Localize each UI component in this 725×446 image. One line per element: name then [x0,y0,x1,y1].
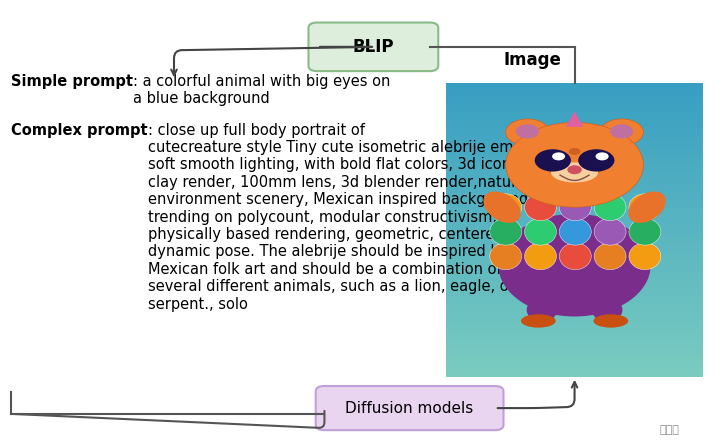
Text: : a colorful animal with big eyes on
a blue background: : a colorful animal with big eyes on a b… [133,74,390,106]
Ellipse shape [629,194,660,221]
Bar [446,134,703,141]
Bar [446,318,703,326]
Ellipse shape [524,194,557,221]
Ellipse shape [490,219,522,245]
Circle shape [610,124,634,139]
Ellipse shape [560,194,592,221]
Bar [446,112,703,120]
Bar [446,296,703,303]
Ellipse shape [594,243,626,270]
Bar [446,223,703,230]
Bar [446,333,703,340]
Circle shape [567,165,581,174]
Ellipse shape [524,219,557,245]
Circle shape [568,148,580,155]
Bar [446,127,703,134]
Ellipse shape [490,243,522,270]
Circle shape [583,157,594,164]
Ellipse shape [629,243,660,270]
Bar [446,200,703,208]
Bar [446,289,703,296]
Circle shape [596,153,609,161]
Ellipse shape [629,219,660,245]
Ellipse shape [592,297,622,322]
Bar [446,259,703,267]
Bar [446,230,703,237]
Bar [446,97,703,105]
Bar [446,90,703,97]
Bar [446,178,703,186]
Bar [446,310,703,318]
Ellipse shape [594,194,626,221]
Ellipse shape [484,191,521,223]
Ellipse shape [594,219,626,245]
Ellipse shape [521,314,556,328]
Ellipse shape [551,162,598,182]
Bar [446,215,703,222]
Circle shape [534,149,571,172]
Circle shape [547,166,558,173]
Text: Complex prompt: Complex prompt [11,123,147,138]
FancyBboxPatch shape [309,22,438,71]
Bar [446,266,703,274]
Text: Diffusion models: Diffusion models [346,401,473,416]
Ellipse shape [593,314,628,328]
Text: 新智元: 新智元 [660,425,679,435]
Ellipse shape [560,243,592,270]
Bar [446,369,703,377]
Text: BLIP: BLIP [352,38,394,56]
Bar [446,244,703,252]
Circle shape [554,157,566,164]
Bar [446,281,703,289]
Text: Simple prompt: Simple prompt [11,74,133,89]
Bar [446,193,703,200]
Bar [446,141,703,149]
Circle shape [505,123,644,207]
Bar [446,355,703,362]
Circle shape [505,119,550,146]
Bar [446,156,703,164]
Bar [446,326,703,333]
Bar [446,171,703,178]
Ellipse shape [629,191,666,223]
Bar [446,303,703,310]
Bar [446,362,703,369]
Bar [446,149,703,156]
Circle shape [600,119,644,146]
Text: Image: Image [504,51,562,69]
Bar [446,208,703,215]
Bar [446,120,703,127]
Ellipse shape [490,194,522,221]
FancyBboxPatch shape [315,386,503,430]
Bar [446,164,703,171]
Bar [446,347,703,355]
Bar [446,340,703,347]
Polygon shape [566,112,583,127]
Circle shape [590,166,602,173]
Bar [446,252,703,259]
Circle shape [552,153,565,161]
Text: : close up full body portrait of
cutecreature style Tiny cute isometric alebrije: : close up full body portrait of cutecre… [147,123,535,312]
Circle shape [515,124,539,139]
Bar [446,105,703,112]
Bar [446,186,703,193]
Ellipse shape [526,297,557,322]
Ellipse shape [499,214,651,317]
Circle shape [579,149,614,172]
Bar [446,237,703,244]
Bar [446,274,703,281]
Bar [446,83,703,90]
Ellipse shape [524,243,557,270]
Ellipse shape [560,219,592,245]
